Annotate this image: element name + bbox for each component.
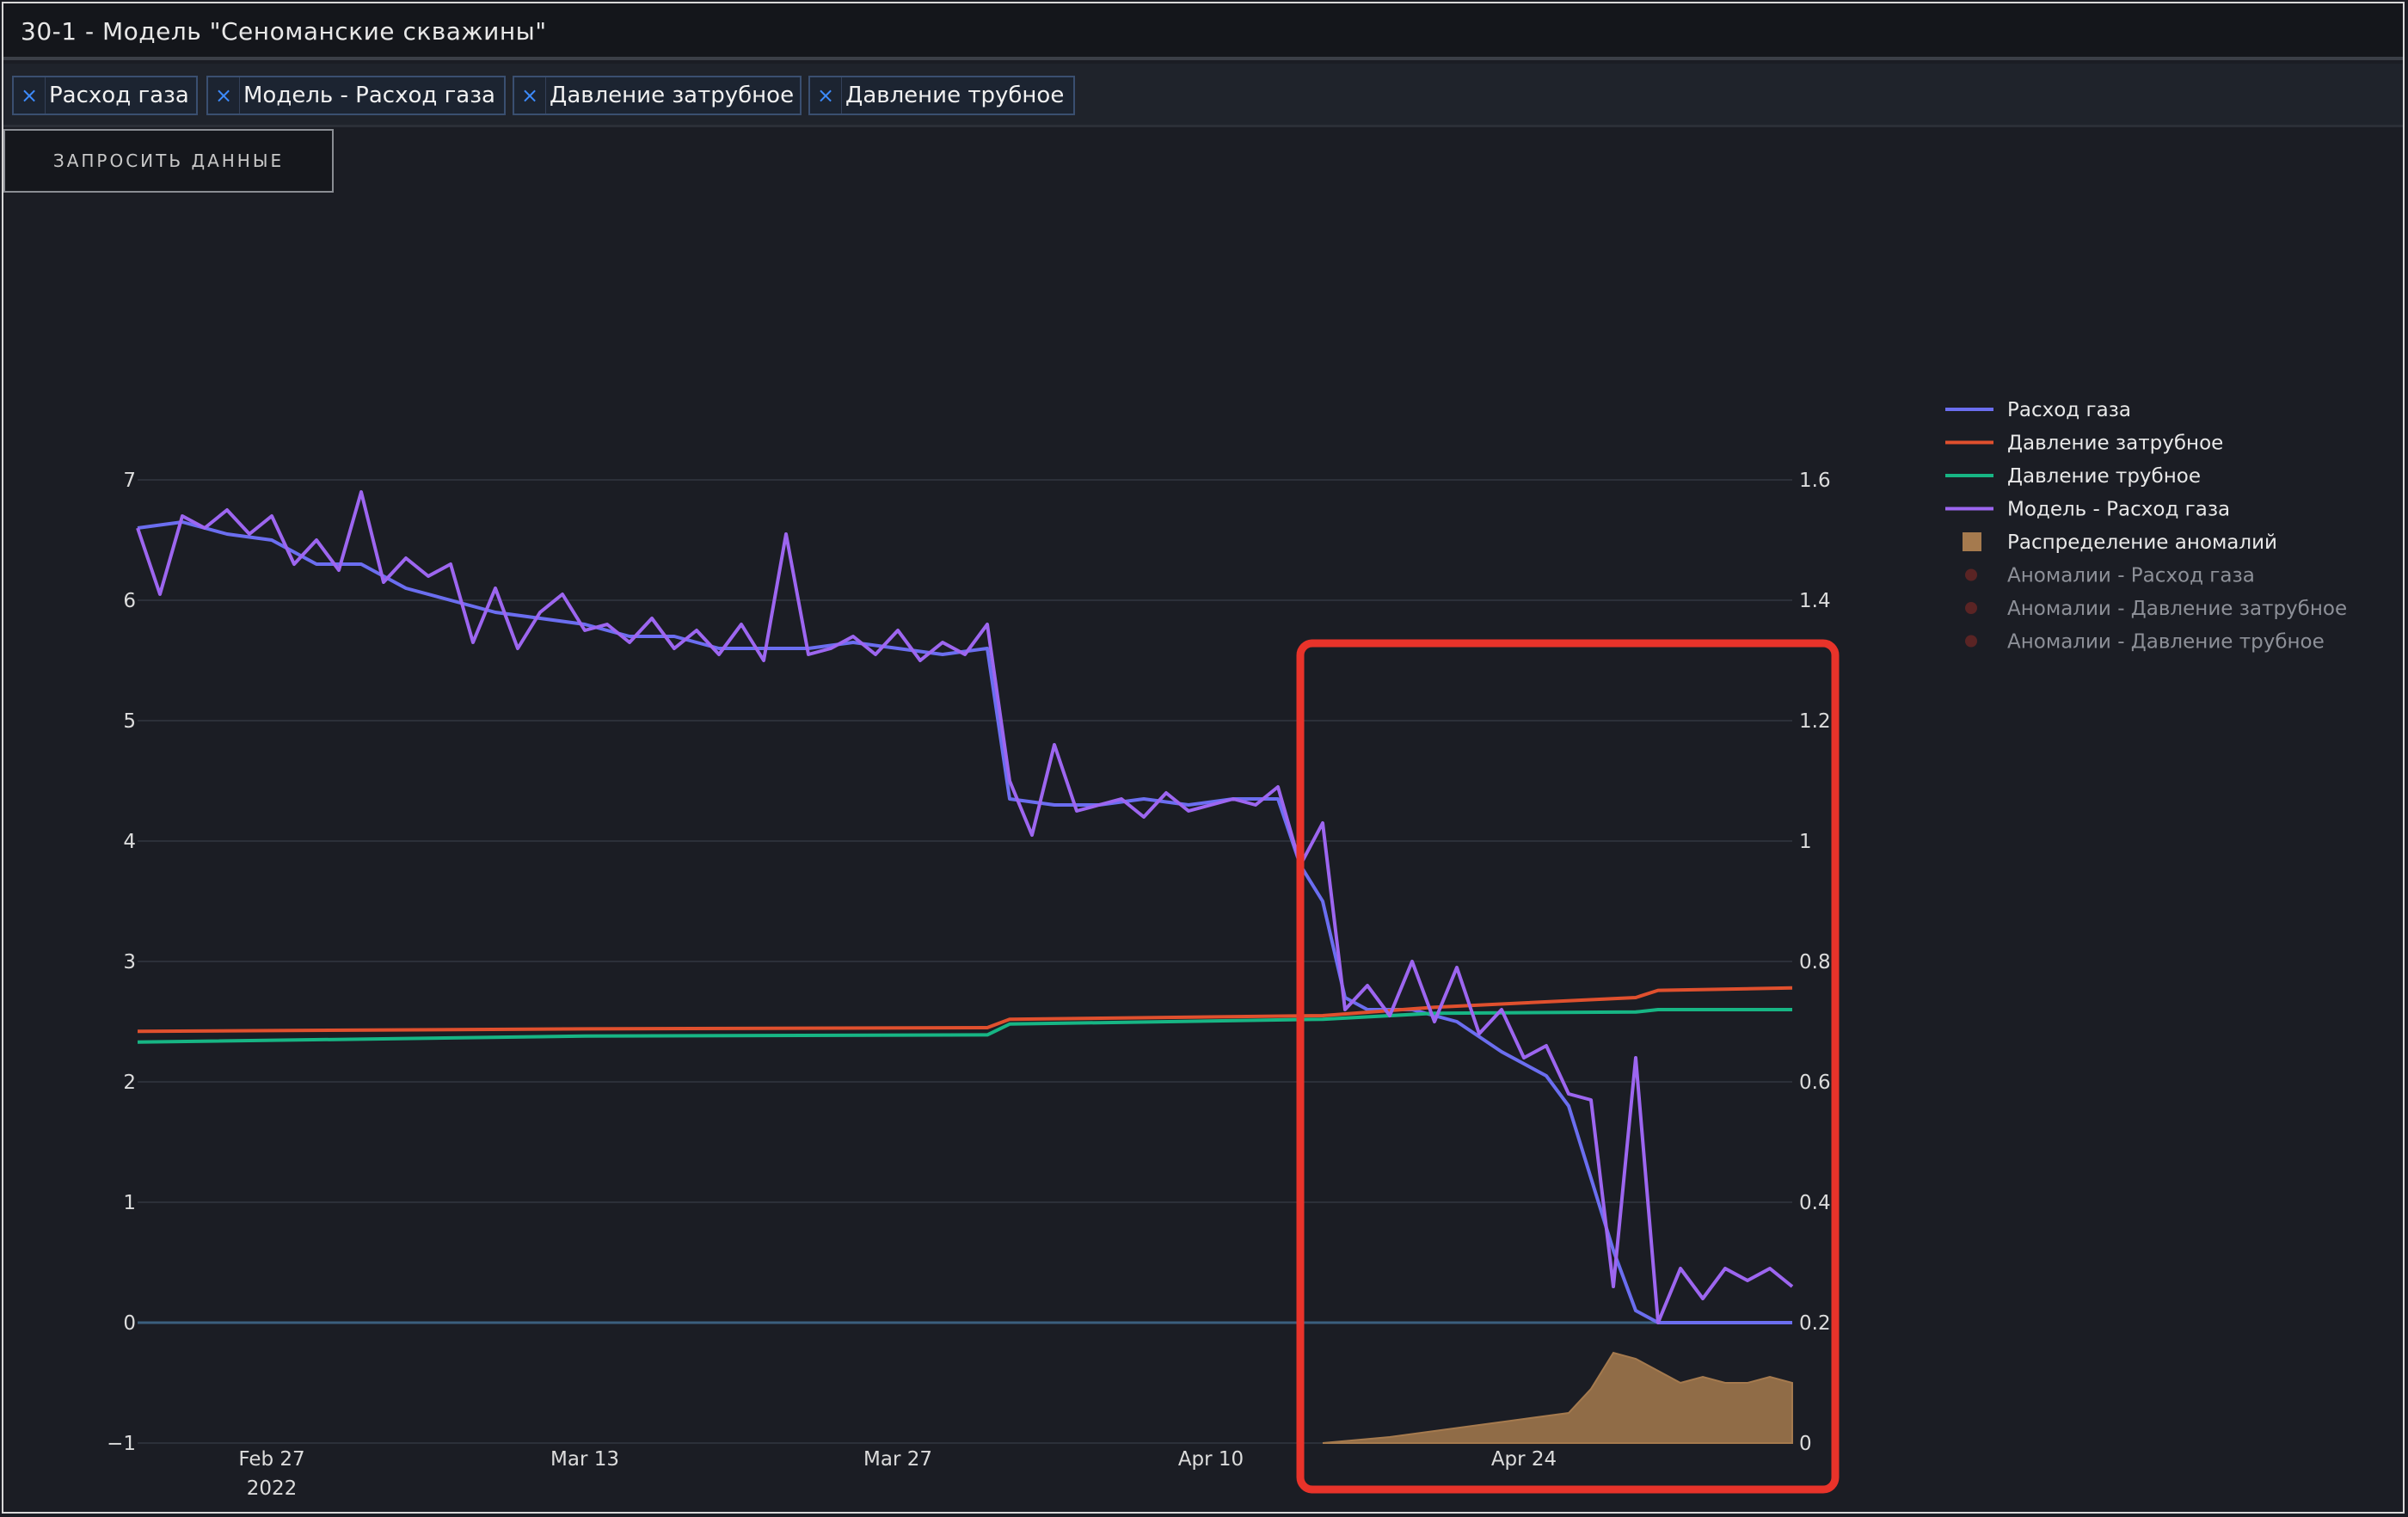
legend-item[interactable]: Модель - Расход газа [1945,499,2230,521]
series-line-model-gas-flow [136,490,1794,1324]
y-left-tick-label: 2 [123,1072,136,1094]
y-left-tick-label: 4 [123,831,136,853]
filter-chip-label: Модель - Расход газа [239,77,506,114]
x-tick-sublabel: 2022 [247,1477,298,1500]
legend-label: Аномалии - Давление трубное [2007,631,2325,654]
filter-chip-model-gas-flow[interactable]: × Модель - Расход газа [206,76,506,115]
filter-chip-gas-flow[interactable]: × Расход газа [12,76,198,115]
x-tick-label: Mar 13 [550,1448,619,1471]
y-left-tick-label: 3 [123,951,136,973]
anomaly-distribution-area [1322,1351,1793,1444]
legend-item[interactable]: Давление затрубное [1945,433,2223,455]
legend-label: Аномалии - Давление затрубное [2007,598,2347,620]
remove-icon[interactable]: × [20,83,39,107]
legend-item[interactable]: Аномалии - Давление трубное [1965,631,2325,654]
y-right-tick-label: 0 [1799,1433,1812,1455]
filter-bar: × Расход газа × Модель - Расход газа × Д… [3,64,2405,127]
legend-item[interactable]: Давление трубное [1945,465,2201,488]
y-right-tick-label: 0.6 [1799,1072,1831,1094]
title-bar: 30-1 - Модель "Сеноманские скважины" [3,3,2405,60]
x-tick-label: Mar 27 [863,1448,932,1471]
y-right-tick-label: 1.6 [1799,470,1831,492]
remove-icon[interactable]: × [214,83,233,107]
legend-square-swatch [1963,532,1981,551]
legend-item[interactable]: Аномалии - Давление затрубное [1965,598,2347,620]
series-line-pressure-tubing [137,1008,1792,1044]
axes: 7 6 5 4 3 2 1 0 −1 1.6 1.4 1.2 1 0.8 0.6 0.4 0.2 0 Feb 27 2… [107,470,1830,1500]
legend-dot-swatch [1965,568,1977,581]
series-area-anomaly-distribution [1322,1351,1793,1444]
filter-chip-label: Давление затрубное [545,77,804,114]
legend-label: Давление трубное [2007,465,2201,488]
series-layer [136,490,1794,1324]
legend-item[interactable]: Распределение аномалий [1963,531,2277,554]
request-data-button[interactable]: ЗАПРОСИТЬ ДАННЫЕ [3,129,334,193]
y-left-tick-label: 6 [123,590,136,612]
y-right-tick-label: 1.4 [1799,590,1831,612]
y-left-tick-label: 7 [123,470,136,492]
filter-chip-label: Давление трубное [841,77,1074,114]
legend-label: Давление затрубное [2007,433,2223,455]
legend[interactable]: Расход газа Давление затрубное Давление тр… [1945,399,2347,654]
remove-icon[interactable]: × [520,83,539,107]
filter-chip-label: Расход газа [45,77,200,114]
filter-chip-pressure-annulus[interactable]: × Давление затрубное [513,76,802,115]
remove-icon[interactable]: × [816,83,835,107]
filter-chip-pressure-tubing[interactable]: × Давление трубное [808,76,1075,115]
series-line-pressure-annulus [137,986,1793,1034]
y-left-tick-label: 5 [123,710,136,733]
series-line-gas-flow [137,520,1792,1324]
y-left-tick-label: 0 [123,1312,136,1335]
legend-label: Распределение аномалий [2007,531,2277,554]
legend-item[interactable]: Аномалии - Расход газа [1965,565,2255,587]
x-tick-label: Apr 24 [1491,1448,1557,1471]
page-title: 30-1 - Модель "Сеноманские скважины" [21,17,547,46]
y-right-tick-label: 0.2 [1799,1312,1831,1335]
legend-label: Аномалии - Расход газа [2007,565,2255,587]
legend-label: Расход газа [2007,399,2131,421]
x-tick-label: Apr 10 [1178,1448,1244,1471]
grid [138,479,1792,1444]
y-right-tick-label: 1 [1799,831,1812,853]
legend-label: Модель - Расход газа [2007,499,2230,521]
y-left-tick-label: −1 [107,1433,136,1455]
y-left-tick-label: 1 [123,1192,136,1214]
y-right-tick-label: 1.2 [1799,710,1831,733]
legend-dot-swatch [1965,635,1977,648]
legend-dot-swatch [1965,602,1977,614]
legend-item[interactable]: Расход газа [1945,399,2131,421]
x-tick-label: Feb 27 [238,1448,304,1471]
y-right-tick-label: 0.4 [1799,1192,1831,1214]
highlight-box [1296,639,1840,1494]
y-right-tick-label: 0.8 [1799,951,1831,973]
